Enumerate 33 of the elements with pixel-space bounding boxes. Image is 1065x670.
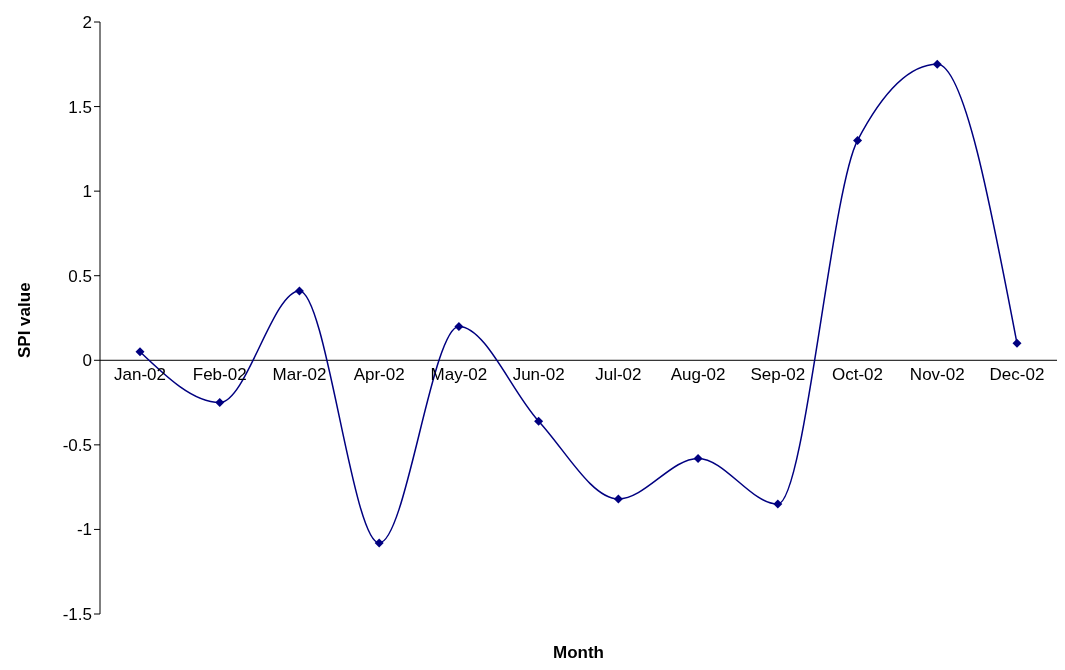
y-tick-label: -1 [76,520,92,540]
y-tick-label: 1.5 [68,97,92,117]
point [454,321,464,331]
x-tick-label: Feb-02 [192,365,247,385]
y-axis-title: SPI value [15,282,35,358]
y-tick-label: 1 [82,182,92,202]
x-tick-label: Jun-02 [512,365,565,385]
y-tick-label: -0.5 [62,435,92,455]
y-tick-label: 0.5 [68,266,92,286]
x-tick-label: Sep-02 [750,365,806,385]
point [613,494,623,504]
x-tick-label: Jan-02 [114,365,166,385]
x-axis-title: Month [553,643,604,662]
x-tick-label: Oct-02 [832,365,884,385]
y-tick-label: 0 [82,351,92,371]
point [294,286,304,296]
point [693,453,703,463]
y-tick-label: 2 [82,13,92,33]
point [932,59,942,69]
x-tick-label: Jul-02 [595,365,642,385]
x-tick-label: Apr-02 [353,365,405,385]
point [215,398,225,408]
point [135,347,145,357]
x-tick-label: Mar-02 [272,365,327,385]
x-tick-label: Nov-02 [909,365,965,385]
x-tick-label: Dec-02 [989,365,1045,385]
point [534,416,544,426]
y-tick-label: -1.5 [62,605,92,625]
x-tick-label: Aug-02 [670,365,726,385]
point [853,135,863,145]
point [374,538,384,548]
point [1012,338,1022,348]
point [773,499,783,509]
